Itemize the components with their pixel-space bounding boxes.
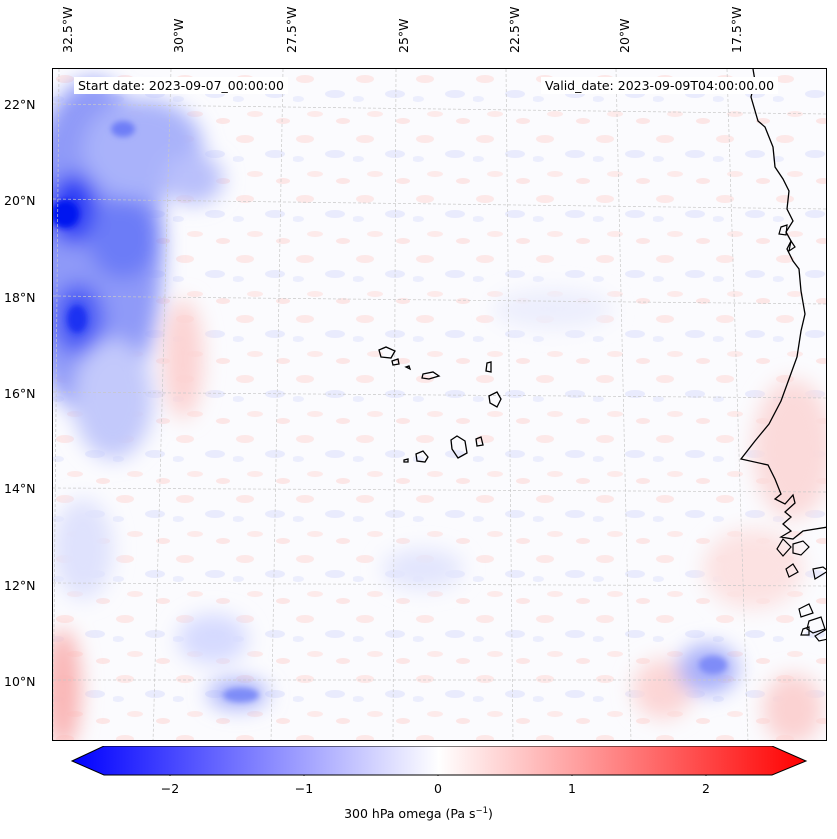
- lat-label-12n: 12°N: [4, 578, 36, 593]
- lat-label-22n: 22°N: [4, 97, 36, 112]
- valid-date-label: Valid_date: 2023-09-09T04:00:00.00: [541, 77, 779, 94]
- lon-label-30w: 30°W: [171, 18, 186, 53]
- lon-label-27-5w: 27.5°W: [284, 6, 299, 53]
- start-date-label: Start date: 2023-09-07_00:00:00: [74, 77, 288, 94]
- african-coastline: [739, 69, 826, 540]
- graticule: [53, 69, 826, 740]
- cabo-verde-islands: [378, 346, 502, 463]
- lat-label-18n: 18°N: [4, 290, 36, 305]
- colorbar-title: 300 hPa omega (Pa s−1): [344, 806, 493, 822]
- map-panel: [52, 68, 827, 741]
- lat-label-10n: 10°N: [4, 674, 36, 689]
- lat-label-16n: 16°N: [4, 386, 36, 401]
- lon-label-22-5w: 22.5°W: [507, 6, 522, 53]
- omega-field-map: [53, 69, 826, 740]
- colorbar-tick: 1: [568, 781, 576, 796]
- lat-label-14n: 14°N: [4, 481, 36, 496]
- colorbar: [70, 746, 808, 776]
- lon-label-17-5w: 17.5°W: [729, 6, 744, 53]
- colorbar-tick: 0: [434, 781, 442, 796]
- colorbar-tick: 2: [702, 781, 710, 796]
- colorbar-tick: −1: [294, 781, 314, 796]
- colorbar-tick: −2: [160, 781, 180, 796]
- lon-label-20w: 20°W: [617, 18, 632, 53]
- coastal-islands: [776, 224, 826, 642]
- lon-label-25w: 25°W: [396, 18, 411, 53]
- lat-label-20n: 20°N: [4, 193, 36, 208]
- omega-anomalies: [53, 79, 826, 740]
- lon-label-32-5w: 32.5°W: [60, 6, 75, 53]
